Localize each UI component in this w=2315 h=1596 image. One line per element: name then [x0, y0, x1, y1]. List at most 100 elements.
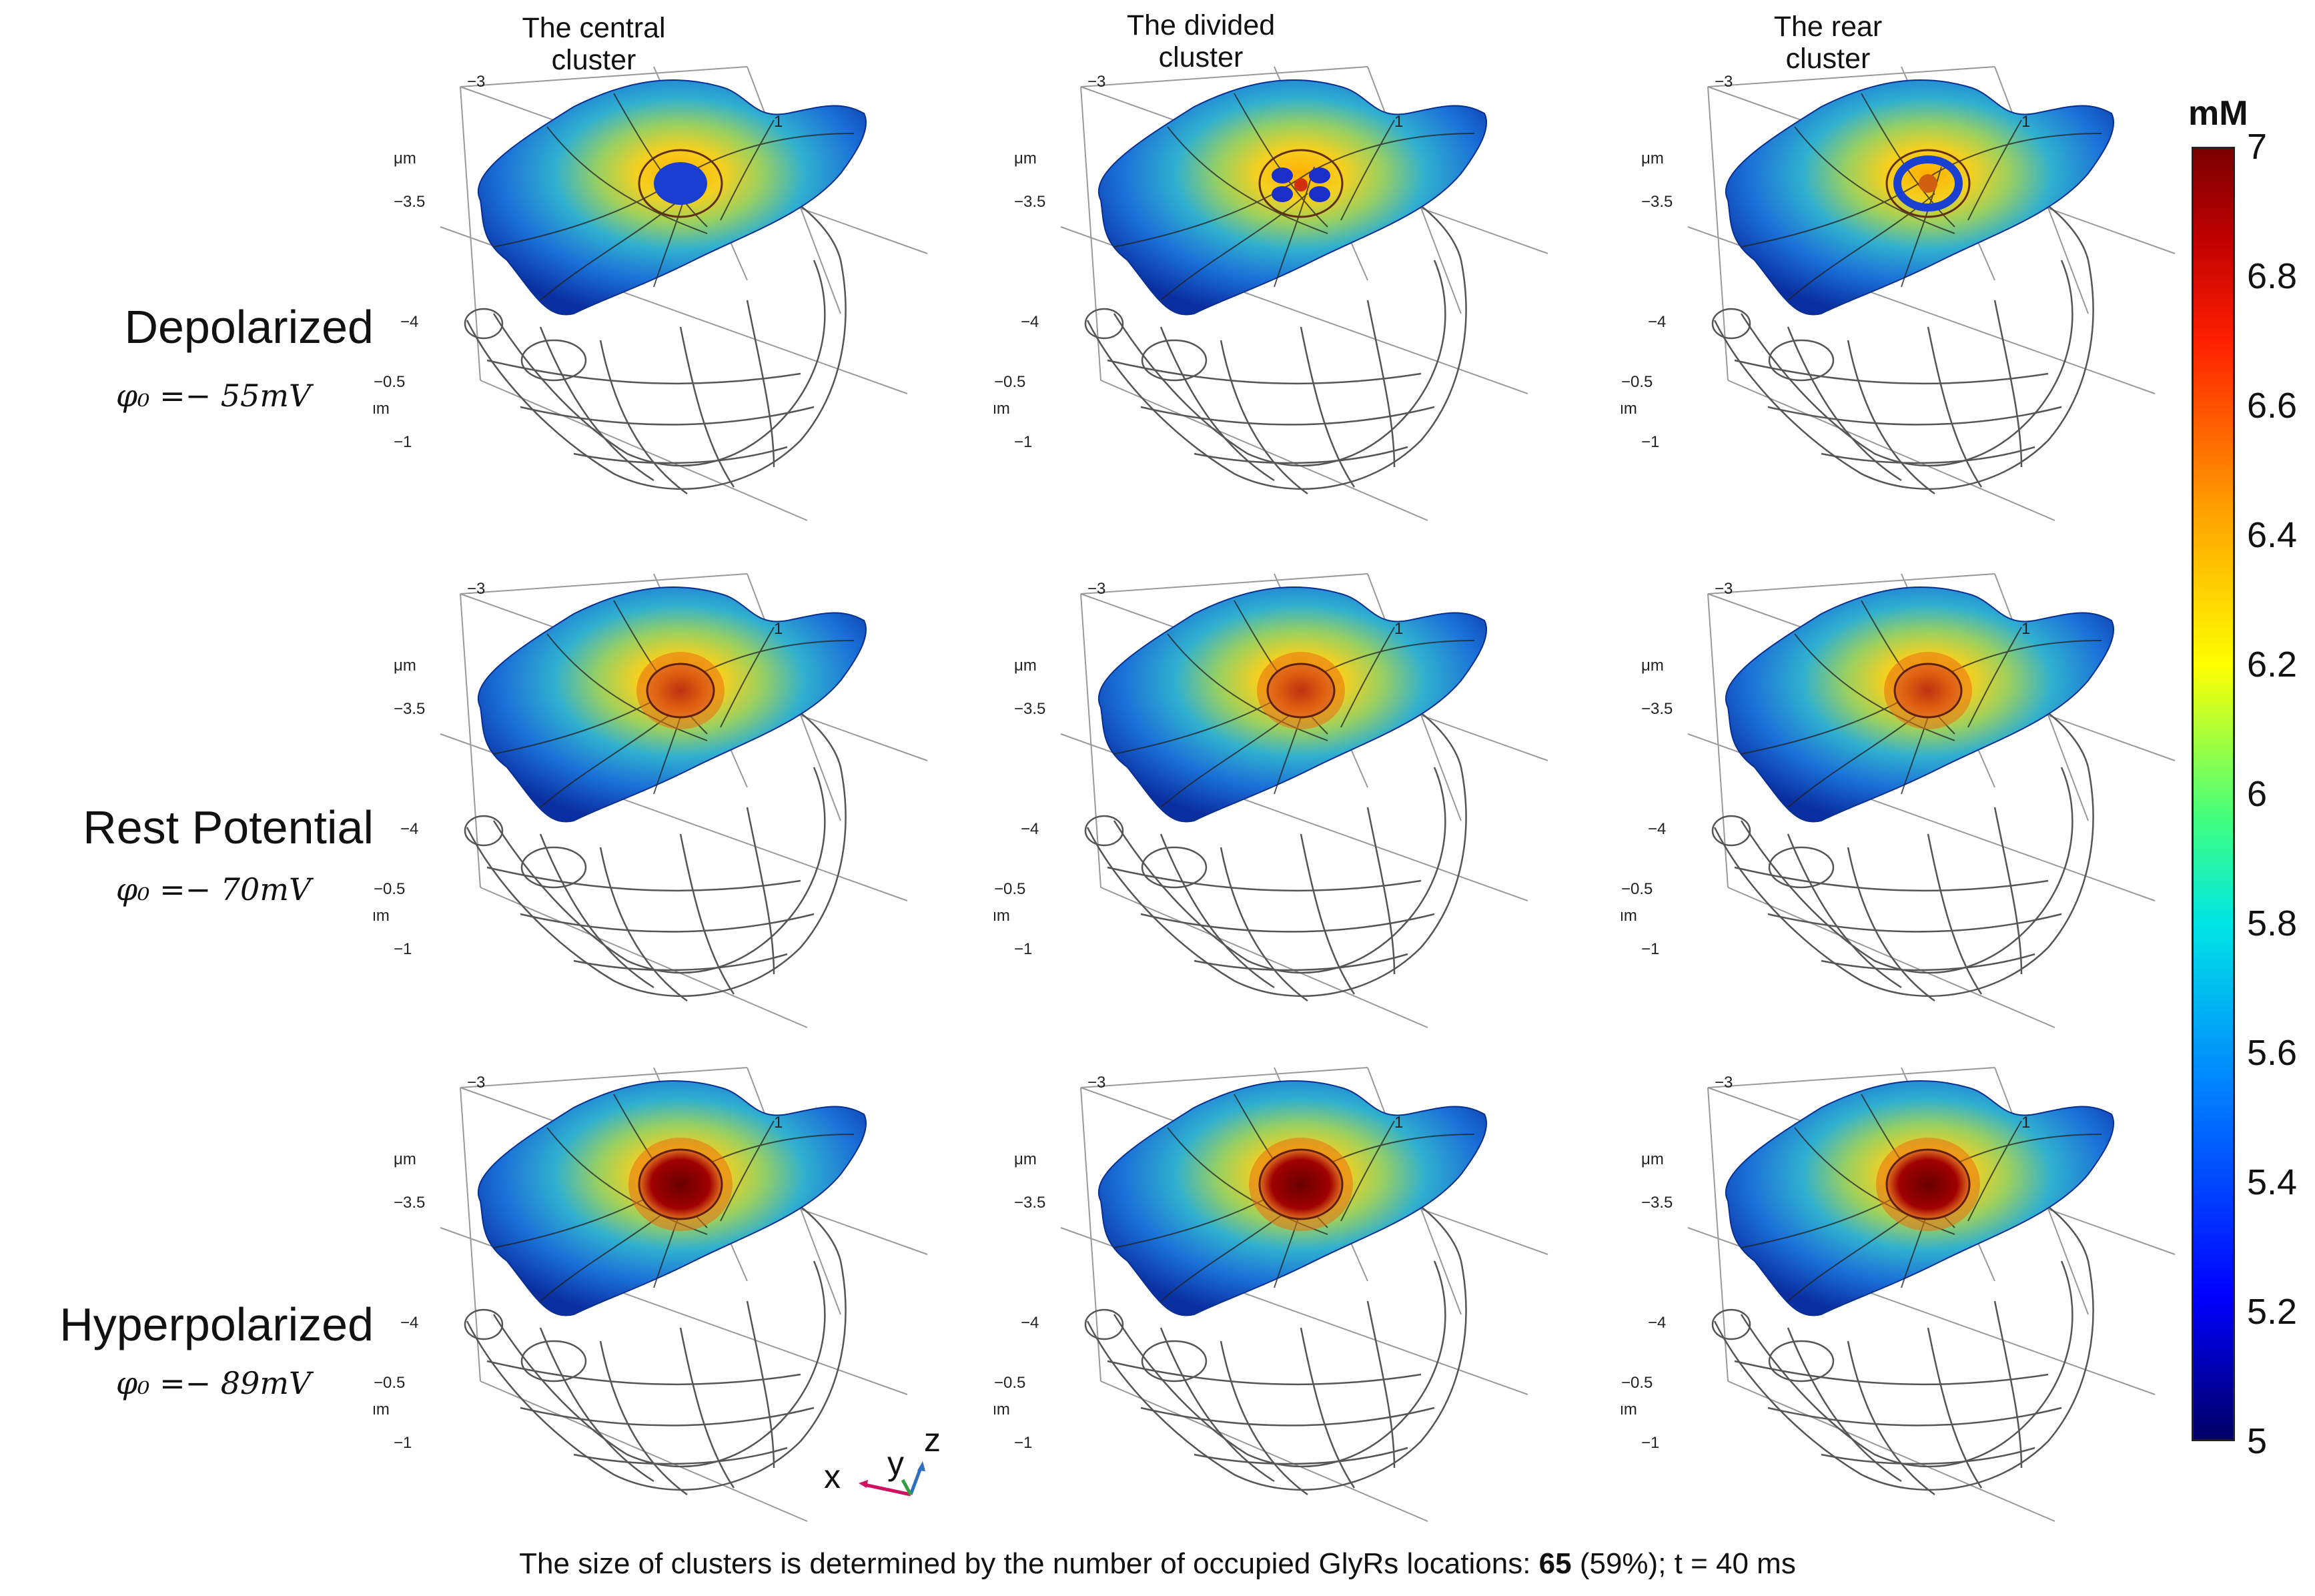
axis-tick-label: −4	[1021, 1314, 1039, 1332]
simulation-panel: −3μm−3.5−41−0.5μm−1	[1621, 60, 2222, 527]
axis-unit-label: μm	[1621, 907, 1637, 925]
axis-unit-label: μm	[1621, 400, 1637, 418]
cluster-core	[638, 1148, 723, 1220]
axis-tick-label: 1	[2021, 113, 2030, 131]
colorbar-tick-label: 5.2	[2247, 1292, 2298, 1332]
column-title-line2: cluster	[1158, 41, 1244, 73]
membrane-surface	[1097, 79, 1488, 316]
axis-tick-label: −4	[400, 313, 418, 331]
cluster-ring	[1258, 149, 1344, 218]
axis-unit-label: μm	[1641, 149, 1664, 167]
simulation-panel: −3μm−3.5−41−0.5μm−1	[1621, 567, 2222, 1034]
axis-tick-label: −0.5	[374, 373, 405, 391]
axis-tick-label: −1	[394, 433, 412, 451]
axes-triad: x y z	[824, 1421, 957, 1508]
triad-x-label: x	[824, 1458, 841, 1495]
axis-unit-label: μm	[1014, 1150, 1037, 1168]
column-title-divided: The divided cluster	[1001, 9, 1401, 73]
column-title-line1: The divided	[1126, 9, 1276, 41]
axis-tick-label: −1	[394, 940, 412, 958]
axis-tick-label: −1	[1014, 940, 1032, 958]
axis-tick-label: 1	[1394, 620, 1403, 638]
cluster-core	[1893, 663, 1963, 719]
axis-unit-label: μm	[394, 657, 416, 675]
axis-tick-label: −3	[1087, 580, 1105, 598]
axis-tick-label: −3.5	[1641, 700, 1673, 718]
axis-tick-label: −0.5	[994, 373, 1025, 391]
axis-tick-label: −3.5	[1014, 193, 1045, 211]
triad-y-label: y	[887, 1445, 904, 1482]
axis-tick-label: −3	[1087, 73, 1105, 91]
axis-unit-label: μm	[374, 400, 390, 418]
axis-tick-label: 1	[774, 1114, 783, 1132]
colorbar-unit: mM	[2188, 94, 2248, 133]
cluster-annulus	[1893, 155, 1963, 212]
axis-tick-label: 1	[774, 620, 783, 638]
cluster-core	[1258, 1148, 1344, 1220]
axis-unit-label: μm	[394, 1150, 416, 1168]
axis-tick-label: −1	[1014, 1434, 1032, 1452]
axis-tick-label: −4	[1648, 820, 1666, 838]
wireframe-cell	[1711, 699, 2094, 1002]
caption-suffix: (59%); t = 40 ms	[1571, 1547, 1796, 1580]
axis-unit-label: μm	[1641, 1150, 1664, 1168]
cluster-ring	[638, 149, 723, 218]
wireframe-cell	[1711, 1193, 2094, 1496]
colorbar-tick-label: 5.4	[2247, 1162, 2298, 1202]
axis-tick-label: −0.5	[1621, 373, 1653, 391]
axis-tick-label: −3.5	[1641, 1194, 1673, 1212]
colorbar-tick-label: 6.4	[2247, 515, 2298, 555]
row-potential-depolarized: φ₀ =− 55mV	[115, 378, 312, 414]
caption-prefix: The size of clusters is determined by th…	[519, 1547, 1539, 1580]
axis-tick-label: −3.5	[394, 1194, 425, 1212]
bounding-box	[440, 66, 928, 521]
axis-unit-label: μm	[394, 149, 416, 167]
axis-tick-label: −4	[400, 820, 418, 838]
axis-tick-label: −3.5	[394, 700, 425, 718]
axis-tick-label: −3	[467, 580, 485, 598]
axis-tick-label: −3	[467, 1074, 485, 1092]
axis-tick-label: −4	[1021, 820, 1039, 838]
axis-tick-label: −1	[1014, 433, 1032, 451]
column-title-line1: The central	[522, 12, 666, 44]
column-title-line1: The rear	[1773, 11, 1883, 43]
colorbar-tick-label: 7	[2247, 127, 2268, 167]
row-potential-rest: φ₀ =− 70mV	[115, 871, 312, 907]
simulation-panel: −3μm−3.5−41−0.5μm−1	[374, 1061, 974, 1528]
caption-bold-count: 65	[1538, 1547, 1572, 1580]
axis-tick-label: −3.5	[1014, 1194, 1045, 1212]
axis-unit-label: μm	[994, 1401, 1010, 1419]
axis-tick-label: −3	[1087, 1074, 1105, 1092]
row-label-hyperpolarized: Hyperpolarized	[59, 1298, 374, 1350]
axis-tick-label: 1	[774, 113, 783, 131]
wireframe-cell	[464, 699, 847, 1002]
axis-tick-label: −3.5	[1641, 193, 1673, 211]
axis-unit-label: μm	[994, 907, 1010, 925]
simulation-panel: −3μm−3.5−41−0.5μm−1	[374, 60, 974, 527]
simulation-panel: −3μm−3.5−41−0.5μm−1	[1621, 1061, 2222, 1528]
axis-tick-label: −4	[1021, 313, 1039, 331]
cluster-center	[1919, 174, 1937, 193]
colorbar-tick-label: 6.2	[2247, 645, 2298, 685]
cluster-core	[646, 663, 715, 719]
simulation-panel: −3μm−3.5−41−0.5μm−1	[994, 1061, 1594, 1528]
cluster-subclusters	[1272, 167, 1330, 202]
axis-tick-label: 1	[2021, 620, 2030, 638]
axis-tick-label: −0.5	[374, 880, 405, 898]
colorbar-tick-label: 5.8	[2247, 903, 2298, 943]
axis-tick-label: −3.5	[394, 193, 425, 211]
axis-unit-label: μm	[374, 907, 390, 925]
axis-tick-label: −4	[1648, 313, 1666, 331]
axis-tick-label: −4	[1648, 1314, 1666, 1332]
surface-grid	[1113, 93, 1475, 301]
cluster-core	[654, 162, 707, 205]
axis-tick-label: −3	[467, 73, 485, 91]
colorbar	[2192, 147, 2235, 1441]
wireframe-cell	[464, 1193, 847, 1496]
axis-tick-label: −1	[1641, 433, 1659, 451]
bounding-box	[1687, 1067, 2176, 1522]
column-title-line2: cluster	[1785, 43, 1871, 75]
wireframe-cell	[464, 192, 847, 495]
wireframe-cell	[1711, 192, 2094, 495]
cluster-core	[1266, 663, 1336, 719]
